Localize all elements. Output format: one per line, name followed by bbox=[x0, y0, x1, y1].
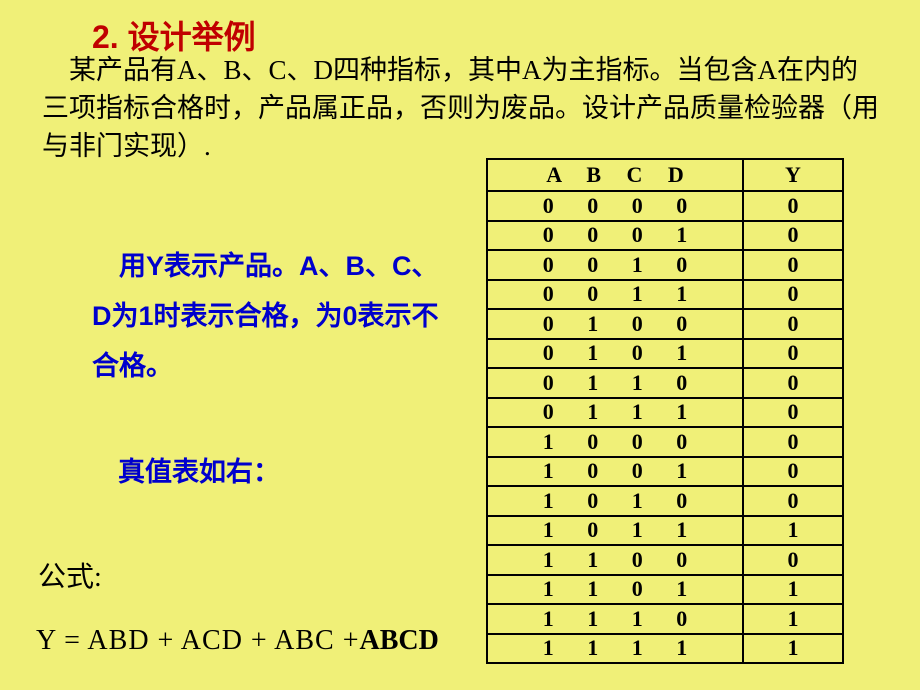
table-row: 1 0 1 11 bbox=[487, 516, 843, 546]
table-row: 1 1 1 11 bbox=[487, 634, 843, 664]
table-header-row: A B C D Y bbox=[487, 159, 843, 191]
table-row: 1 1 1 01 bbox=[487, 604, 843, 634]
table-row: 0 0 0 00 bbox=[487, 191, 843, 221]
formula-label: 公式: bbox=[38, 555, 102, 595]
truth-table: A B C D Y 0 0 0 00 0 0 0 10 0 0 1 00 0 0… bbox=[486, 158, 844, 664]
cell-abcd: 1 0 0 1 bbox=[487, 457, 743, 487]
cell-abcd: 0 0 1 1 bbox=[487, 280, 743, 310]
formula-plus: + bbox=[343, 625, 360, 656]
truth-table-label: 真值表如右： bbox=[118, 450, 280, 489]
formula-expression: Y = ABD + ACD + ABC +ABCD bbox=[36, 625, 439, 657]
table-row: 1 1 0 11 bbox=[487, 575, 843, 605]
cell-y: 0 bbox=[743, 221, 843, 251]
cell-abcd: 1 1 1 1 bbox=[487, 634, 743, 664]
cell-abcd: 0 0 0 1 bbox=[487, 221, 743, 251]
variable-definition: 用Y表示产品。A、B、C、D为1时表示合格，为0表示不合格。 bbox=[92, 242, 452, 392]
cell-y: 0 bbox=[743, 457, 843, 487]
table-row: 1 0 1 00 bbox=[487, 486, 843, 516]
table-row: 0 0 1 10 bbox=[487, 280, 843, 310]
formula-abcd-term: ABCD bbox=[360, 625, 439, 656]
table-row: 1 0 0 00 bbox=[487, 427, 843, 457]
header-abcd: A B C D bbox=[487, 159, 743, 191]
cell-abcd: 0 0 0 0 bbox=[487, 191, 743, 221]
table-row: 1 1 0 00 bbox=[487, 545, 843, 575]
cell-abcd: 0 1 0 1 bbox=[487, 339, 743, 369]
cell-abcd: 1 1 0 0 bbox=[487, 545, 743, 575]
cell-y: 0 bbox=[743, 427, 843, 457]
table-row: 0 1 1 00 bbox=[487, 368, 843, 398]
cell-y: 0 bbox=[743, 191, 843, 221]
cell-abcd: 0 0 1 0 bbox=[487, 250, 743, 280]
cell-y: 0 bbox=[743, 339, 843, 369]
table-row: 0 1 1 10 bbox=[487, 398, 843, 428]
cell-abcd: 1 0 0 0 bbox=[487, 427, 743, 457]
cell-abcd: 0 1 0 0 bbox=[487, 309, 743, 339]
formula-main: Y = ABD + ACD + ABC bbox=[36, 625, 343, 656]
cell-y: 1 bbox=[743, 575, 843, 605]
cell-abcd: 0 1 1 1 bbox=[487, 398, 743, 428]
cell-y: 0 bbox=[743, 486, 843, 516]
cell-y: 0 bbox=[743, 545, 843, 575]
cell-y: 0 bbox=[743, 398, 843, 428]
cell-y: 0 bbox=[743, 368, 843, 398]
table-row: 0 0 1 00 bbox=[487, 250, 843, 280]
cell-y: 1 bbox=[743, 516, 843, 546]
cell-y: 0 bbox=[743, 250, 843, 280]
cell-y: 1 bbox=[743, 604, 843, 634]
table-row: 1 0 0 10 bbox=[487, 457, 843, 487]
table-row: 0 0 0 10 bbox=[487, 221, 843, 251]
cell-y: 0 bbox=[743, 280, 843, 310]
cell-y: 0 bbox=[743, 309, 843, 339]
cell-abcd: 1 1 0 1 bbox=[487, 575, 743, 605]
cell-abcd: 1 0 1 0 bbox=[487, 486, 743, 516]
header-y: Y bbox=[743, 159, 843, 191]
cell-abcd: 0 1 1 0 bbox=[487, 368, 743, 398]
problem-statement: 某产品有A、B、C、D四种指标，其中A为主指标。当包含A在内的三项指标合格时，产… bbox=[42, 52, 882, 165]
table-row: 0 1 0 00 bbox=[487, 309, 843, 339]
table-row: 0 1 0 10 bbox=[487, 339, 843, 369]
cell-abcd: 1 0 1 1 bbox=[487, 516, 743, 546]
table-body: 0 0 0 00 0 0 0 10 0 0 1 00 0 0 1 10 0 1 … bbox=[487, 191, 843, 663]
cell-y: 1 bbox=[743, 634, 843, 664]
cell-abcd: 1 1 1 0 bbox=[487, 604, 743, 634]
